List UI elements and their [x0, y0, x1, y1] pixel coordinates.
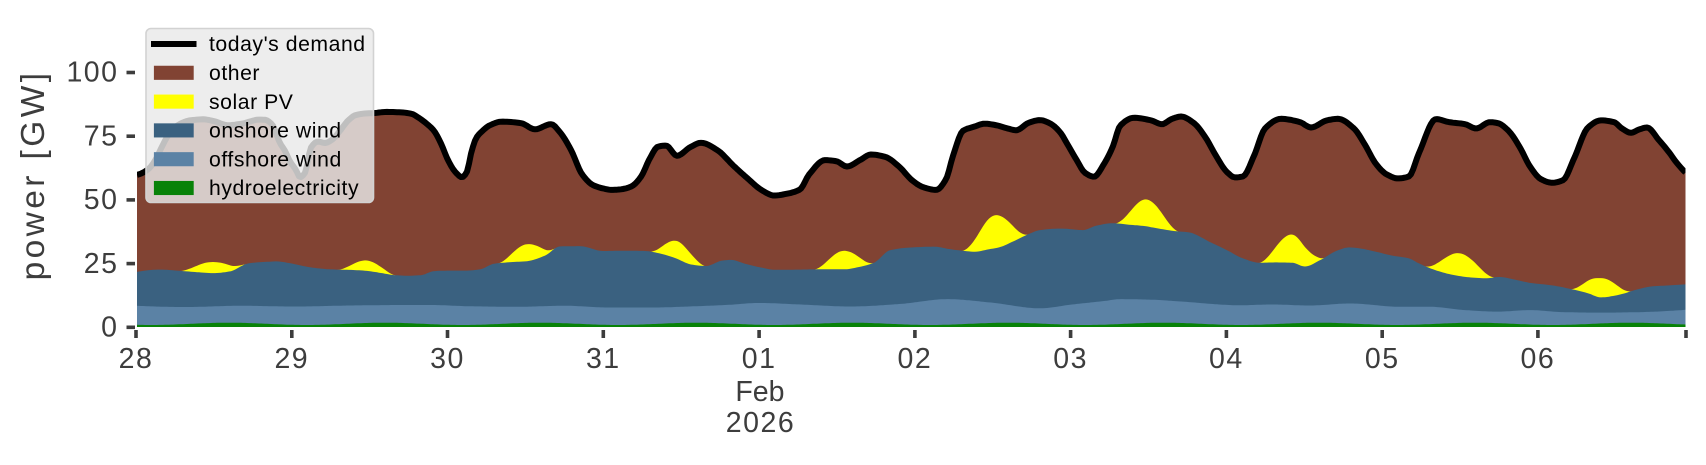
svg-text:2026: 2026: [726, 407, 795, 439]
svg-text:100: 100: [66, 57, 118, 89]
svg-text:30: 30: [430, 343, 465, 375]
svg-text:05: 05: [1365, 343, 1400, 375]
svg-text:power [GW]: power [GW]: [15, 70, 52, 281]
svg-text:solar PV: solar PV: [209, 91, 294, 114]
svg-text:03: 03: [1053, 343, 1088, 375]
svg-text:today's demand: today's demand: [209, 33, 366, 56]
svg-text:offshore wind: offshore wind: [209, 148, 342, 171]
svg-text:01: 01: [742, 343, 777, 375]
svg-text:Feb: Feb: [735, 376, 784, 408]
svg-text:0: 0: [101, 312, 118, 344]
svg-text:06: 06: [1521, 343, 1556, 375]
svg-text:hydroelectricity: hydroelectricity: [209, 177, 359, 200]
svg-text:31: 31: [586, 343, 621, 375]
svg-text:25: 25: [84, 248, 119, 280]
svg-text:onshore wind: onshore wind: [209, 120, 342, 143]
svg-text:29: 29: [274, 343, 309, 375]
svg-text:02: 02: [898, 343, 933, 375]
svg-text:50: 50: [84, 184, 119, 216]
svg-text:other: other: [209, 62, 260, 85]
svg-text:28: 28: [119, 343, 154, 375]
svg-text:75: 75: [84, 120, 119, 152]
svg-text:04: 04: [1209, 343, 1244, 375]
